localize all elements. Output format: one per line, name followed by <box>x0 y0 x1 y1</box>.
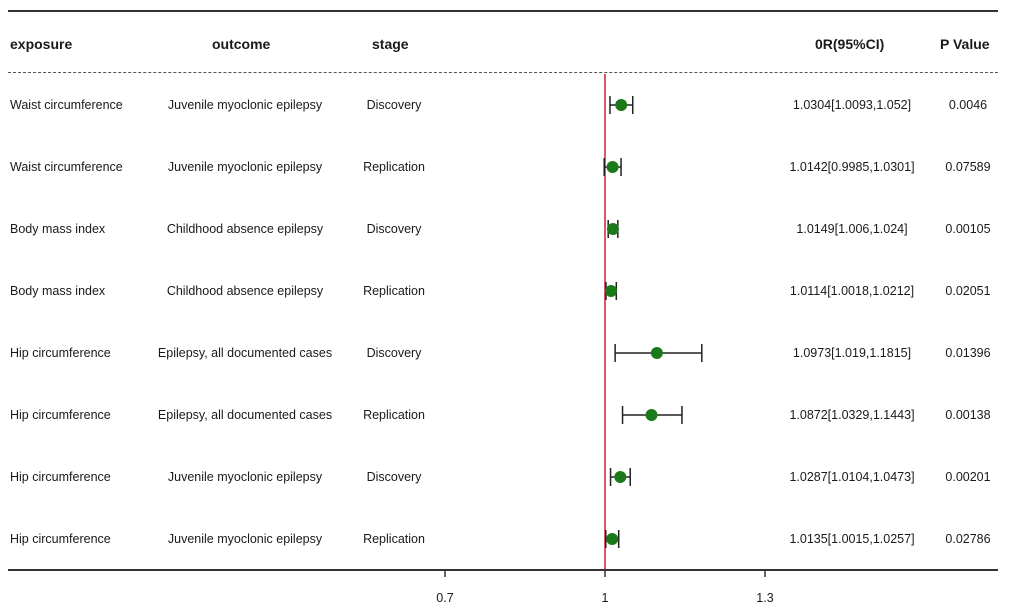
row-exposure: Waist circumference <box>10 160 123 174</box>
row-stage: Discovery <box>366 222 422 236</box>
x-axis-line <box>8 569 998 571</box>
or-point <box>645 409 658 421</box>
or-point <box>606 223 619 235</box>
row-stage: Discovery <box>366 98 422 112</box>
x-tick-label: 1 <box>602 591 609 605</box>
row-stage: Discovery <box>366 470 422 484</box>
top-rule <box>8 10 998 12</box>
or-point <box>606 161 619 173</box>
row-outcome: Juvenile myoclonic epilepsy <box>167 470 323 484</box>
x-tick-label: 0.7 <box>436 591 453 605</box>
or-point <box>614 471 627 483</box>
row-outcome: Juvenile myoclonic epilepsy <box>167 532 323 546</box>
row-exposure: Hip circumference <box>10 532 111 546</box>
row-outcome: Epilepsy, all documented cases <box>157 408 333 422</box>
row-p: 0.01396 <box>945 346 991 360</box>
row-or: 1.0287[1.0104,1.0473] <box>789 470 915 484</box>
row-p: 0.00105 <box>945 222 991 236</box>
or-point <box>615 99 628 111</box>
or-point <box>605 285 618 297</box>
row-exposure: Body mass index <box>10 222 106 236</box>
header-stage: stage <box>372 36 409 52</box>
row-stage: Replication <box>363 160 425 174</box>
row-p: 0.02051 <box>945 284 991 298</box>
row-outcome: Childhood absence epilepsy <box>166 284 324 298</box>
header-exposure: exposure <box>10 36 73 52</box>
row-stage: Replication <box>363 408 425 422</box>
row-stage: Replication <box>363 284 425 298</box>
row-exposure: Hip circumference <box>10 470 111 484</box>
row-exposure: Hip circumference <box>10 408 111 422</box>
row-outcome: Juvenile myoclonic epilepsy <box>167 98 323 112</box>
or-point <box>606 533 619 545</box>
row-outcome: Juvenile myoclonic epilepsy <box>167 160 323 174</box>
header-or-ci: 0R(95%CI) <box>815 36 885 52</box>
x-tick-label: 1.3 <box>756 591 773 605</box>
header-outcome: outcome <box>212 36 271 52</box>
row-or: 1.0304[1.0093,1.052] <box>792 98 912 112</box>
row-outcome: Childhood absence epilepsy <box>166 222 324 236</box>
row-or: 1.0135[1.0015,1.0257] <box>789 532 915 546</box>
row-or: 1.0149[1.006,1.024] <box>796 222 908 236</box>
row-exposure: Hip circumference <box>10 346 111 360</box>
row-or: 1.0142[0.9985,1.0301] <box>789 160 915 174</box>
row-p: 0.0046 <box>948 98 988 112</box>
row-or: 1.0872[1.0329,1.1443] <box>789 408 915 422</box>
row-stage: Discovery <box>366 346 422 360</box>
row-p: 0.07589 <box>945 160 991 174</box>
row-exposure: Waist circumference <box>10 98 123 112</box>
header-divider <box>8 72 998 73</box>
row-or: 1.0973[1.019,1.1815] <box>792 346 912 360</box>
header-p-value: P Value <box>940 36 990 52</box>
or-point <box>650 347 663 359</box>
row-p: 0.00138 <box>945 408 991 422</box>
row-outcome: Epilepsy, all documented cases <box>157 346 333 360</box>
row-p: 0.00201 <box>945 470 991 484</box>
row-or: 1.0114[1.0018,1.0212] <box>789 284 915 298</box>
row-exposure: Body mass index <box>10 284 106 298</box>
row-p: 0.02786 <box>945 532 991 546</box>
row-stage: Replication <box>363 532 425 546</box>
